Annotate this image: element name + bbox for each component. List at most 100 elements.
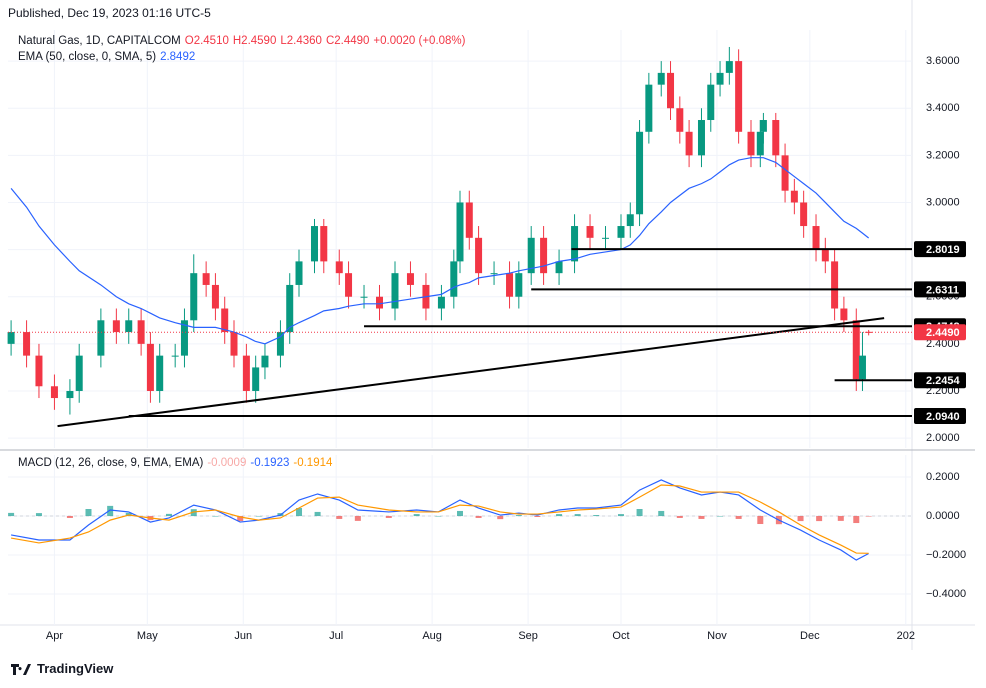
candle-body bbox=[180, 320, 188, 356]
candle-body bbox=[540, 237, 548, 274]
candle-body bbox=[725, 61, 733, 73]
candle-body bbox=[242, 355, 250, 391]
x-tick-label: Sep bbox=[518, 630, 538, 642]
candle-body bbox=[345, 273, 353, 297]
ohlc-value: H2.4590 bbox=[232, 35, 277, 47]
x-tick-label: Jun bbox=[234, 630, 252, 642]
y-tick-label: 3.4000 bbox=[926, 102, 960, 114]
candle-body bbox=[602, 237, 610, 239]
y-tick-label: 3.6000 bbox=[926, 55, 960, 67]
level-label: 2.2454 bbox=[926, 375, 961, 387]
candle-body bbox=[527, 237, 535, 274]
candle-body bbox=[858, 355, 866, 380]
last-price-label-bg bbox=[914, 324, 966, 341]
y-tick-label: −0.4000 bbox=[926, 588, 966, 600]
chart-title: Natural Gas, 1D, CAPITALCOM bbox=[18, 35, 181, 47]
candle-body bbox=[821, 249, 829, 262]
candle-body bbox=[50, 386, 58, 399]
candle-body bbox=[812, 226, 820, 250]
candle-body bbox=[735, 61, 743, 132]
candle-body bbox=[456, 202, 464, 262]
candle-body bbox=[772, 120, 780, 156]
candle-body bbox=[465, 202, 473, 238]
macd-legend: MACD (12, 26, close, 9, EMA, EMA) -0.0009… bbox=[18, 457, 336, 469]
candle-body bbox=[697, 120, 705, 156]
y-tick-label: 2.0000 bbox=[926, 432, 960, 444]
indicator-line bbox=[10, 484, 869, 554]
histogram-bar bbox=[865, 516, 872, 517]
y-tick-label: 2.4000 bbox=[926, 338, 960, 350]
histogram-bar bbox=[593, 515, 600, 517]
candle-body bbox=[406, 273, 414, 285]
last-price-label: 2.4490 bbox=[926, 327, 960, 339]
histogram-bar bbox=[457, 510, 463, 517]
candle-body bbox=[586, 226, 594, 238]
candle-body bbox=[171, 355, 179, 357]
histogram-bar bbox=[515, 515, 522, 517]
x-tick-label: Apr bbox=[46, 630, 63, 642]
candle-body bbox=[636, 131, 644, 215]
histogram-bar bbox=[354, 516, 361, 521]
published-date: Published, Dec 19, 2023 01:16 UTC-5 bbox=[8, 6, 211, 20]
histogram-bar bbox=[676, 516, 683, 518]
x-tick-label: Oct bbox=[612, 630, 629, 642]
candle-body bbox=[112, 320, 120, 333]
candle-body bbox=[617, 226, 625, 238]
level-label: 2.0940 bbox=[926, 411, 960, 423]
histogram-bar bbox=[617, 514, 624, 517]
candle-body bbox=[865, 331, 873, 333]
histogram-bar bbox=[35, 513, 42, 517]
candle-body bbox=[23, 332, 31, 356]
indicator-value: -0.1923 bbox=[250, 457, 290, 469]
candle-body bbox=[490, 273, 498, 275]
candle-body bbox=[211, 284, 219, 309]
footer: TradingView bbox=[10, 661, 113, 676]
ohlc-value: C2.4490 bbox=[325, 35, 370, 47]
candle-body bbox=[676, 108, 684, 132]
candle-body bbox=[221, 308, 229, 333]
ohlc-value: L2.4360 bbox=[280, 35, 322, 47]
candle-body bbox=[506, 273, 514, 297]
candle-body bbox=[202, 273, 210, 285]
histogram-bar bbox=[556, 514, 563, 517]
indicator-value: -0.0009 bbox=[207, 457, 247, 469]
candle-body bbox=[66, 390, 74, 399]
candle-body bbox=[335, 261, 343, 274]
candle-body bbox=[320, 226, 328, 262]
candle-body bbox=[800, 202, 808, 227]
histogram-bar bbox=[435, 516, 442, 517]
y-tick-label: 3.0000 bbox=[926, 196, 960, 208]
candle-body bbox=[437, 296, 445, 309]
candle-body bbox=[790, 190, 798, 203]
histogram-bar bbox=[757, 516, 764, 525]
histogram-bar bbox=[385, 516, 392, 518]
candle-body bbox=[190, 273, 198, 321]
candle-body bbox=[75, 355, 83, 391]
histogram-bar bbox=[698, 516, 705, 519]
candle-body bbox=[756, 131, 764, 156]
ema-line bbox=[10, 157, 870, 345]
level-label-bg bbox=[914, 241, 966, 258]
candle-body bbox=[125, 320, 133, 333]
ohlc-value: +0.0020 (+0.08%) bbox=[373, 35, 466, 47]
histogram-bar bbox=[497, 516, 504, 520]
candle-body bbox=[376, 296, 384, 309]
y-tick-label: 3.2000 bbox=[926, 149, 960, 161]
histogram-bar bbox=[735, 516, 742, 519]
candle-body bbox=[156, 355, 164, 391]
candle-body bbox=[295, 261, 303, 285]
candle-body bbox=[252, 367, 260, 391]
x-tick-label: Jul bbox=[329, 630, 343, 642]
x-tick-label: Nov bbox=[707, 630, 727, 642]
histogram-bar bbox=[658, 510, 665, 517]
histogram-bar bbox=[190, 509, 197, 517]
histogram-bar bbox=[574, 514, 581, 517]
indicator-line bbox=[10, 479, 869, 561]
histogram-bar bbox=[255, 516, 262, 517]
indicator-name: MACD (12, 26, close, 9, EMA, EMA) bbox=[18, 457, 204, 469]
candle-body bbox=[261, 355, 269, 368]
histogram-bar bbox=[336, 516, 343, 519]
ohlc-value: O2.4510 bbox=[184, 35, 229, 47]
histogram-bar bbox=[816, 516, 823, 522]
